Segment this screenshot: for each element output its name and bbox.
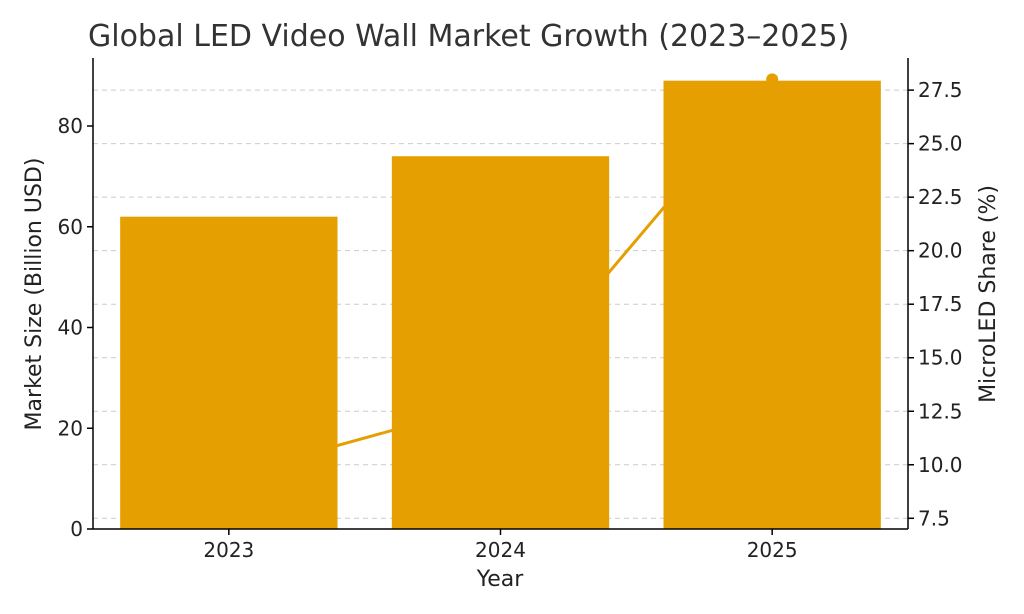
chart-title: Global LED Video Wall Market Growth (202… [88, 19, 849, 54]
y2-tick-label: 17.5 [918, 292, 963, 316]
series-point [494, 394, 507, 407]
x-tick-label: 2025 [747, 538, 798, 562]
x-tick-label: 2023 [203, 538, 254, 562]
y-tick-label: 80 [58, 114, 83, 138]
line-layer [222, 73, 779, 482]
y2-tick-label: 27.5 [918, 78, 963, 102]
series-point [766, 73, 779, 86]
bar [120, 216, 338, 529]
y-tick-label: 0 [70, 517, 83, 541]
y2-axis-label: MicroLED Share (%) [976, 185, 1001, 403]
bar [663, 80, 881, 529]
y-tick-label: 60 [58, 215, 83, 239]
y2-tick-label: 7.5 [918, 506, 950, 530]
axis-layer: 0 20 40 60 80 7.5 10.0 12.5 15.0 17.5 20.0 22.5 25.0… [58, 58, 963, 562]
y-tick-label: 40 [58, 316, 83, 340]
y2-tick-label: 25.0 [918, 132, 963, 156]
series-point [222, 469, 235, 482]
y-tick-label: 20 [58, 416, 83, 440]
y2-tick-label: 20.0 [918, 239, 963, 263]
y2-tick-label: 10.0 [918, 453, 963, 477]
y-axis-label: Market Size (Billion USD) [22, 158, 47, 431]
x-axis-label: Year [476, 567, 525, 592]
y2-tick-label: 22.5 [918, 185, 963, 209]
bar [391, 156, 610, 529]
x-tick-label: 2024 [475, 538, 526, 562]
y2-tick-label: 15.0 [918, 346, 963, 370]
y2-tick-label: 12.5 [918, 399, 963, 423]
bar-layer [120, 80, 881, 529]
